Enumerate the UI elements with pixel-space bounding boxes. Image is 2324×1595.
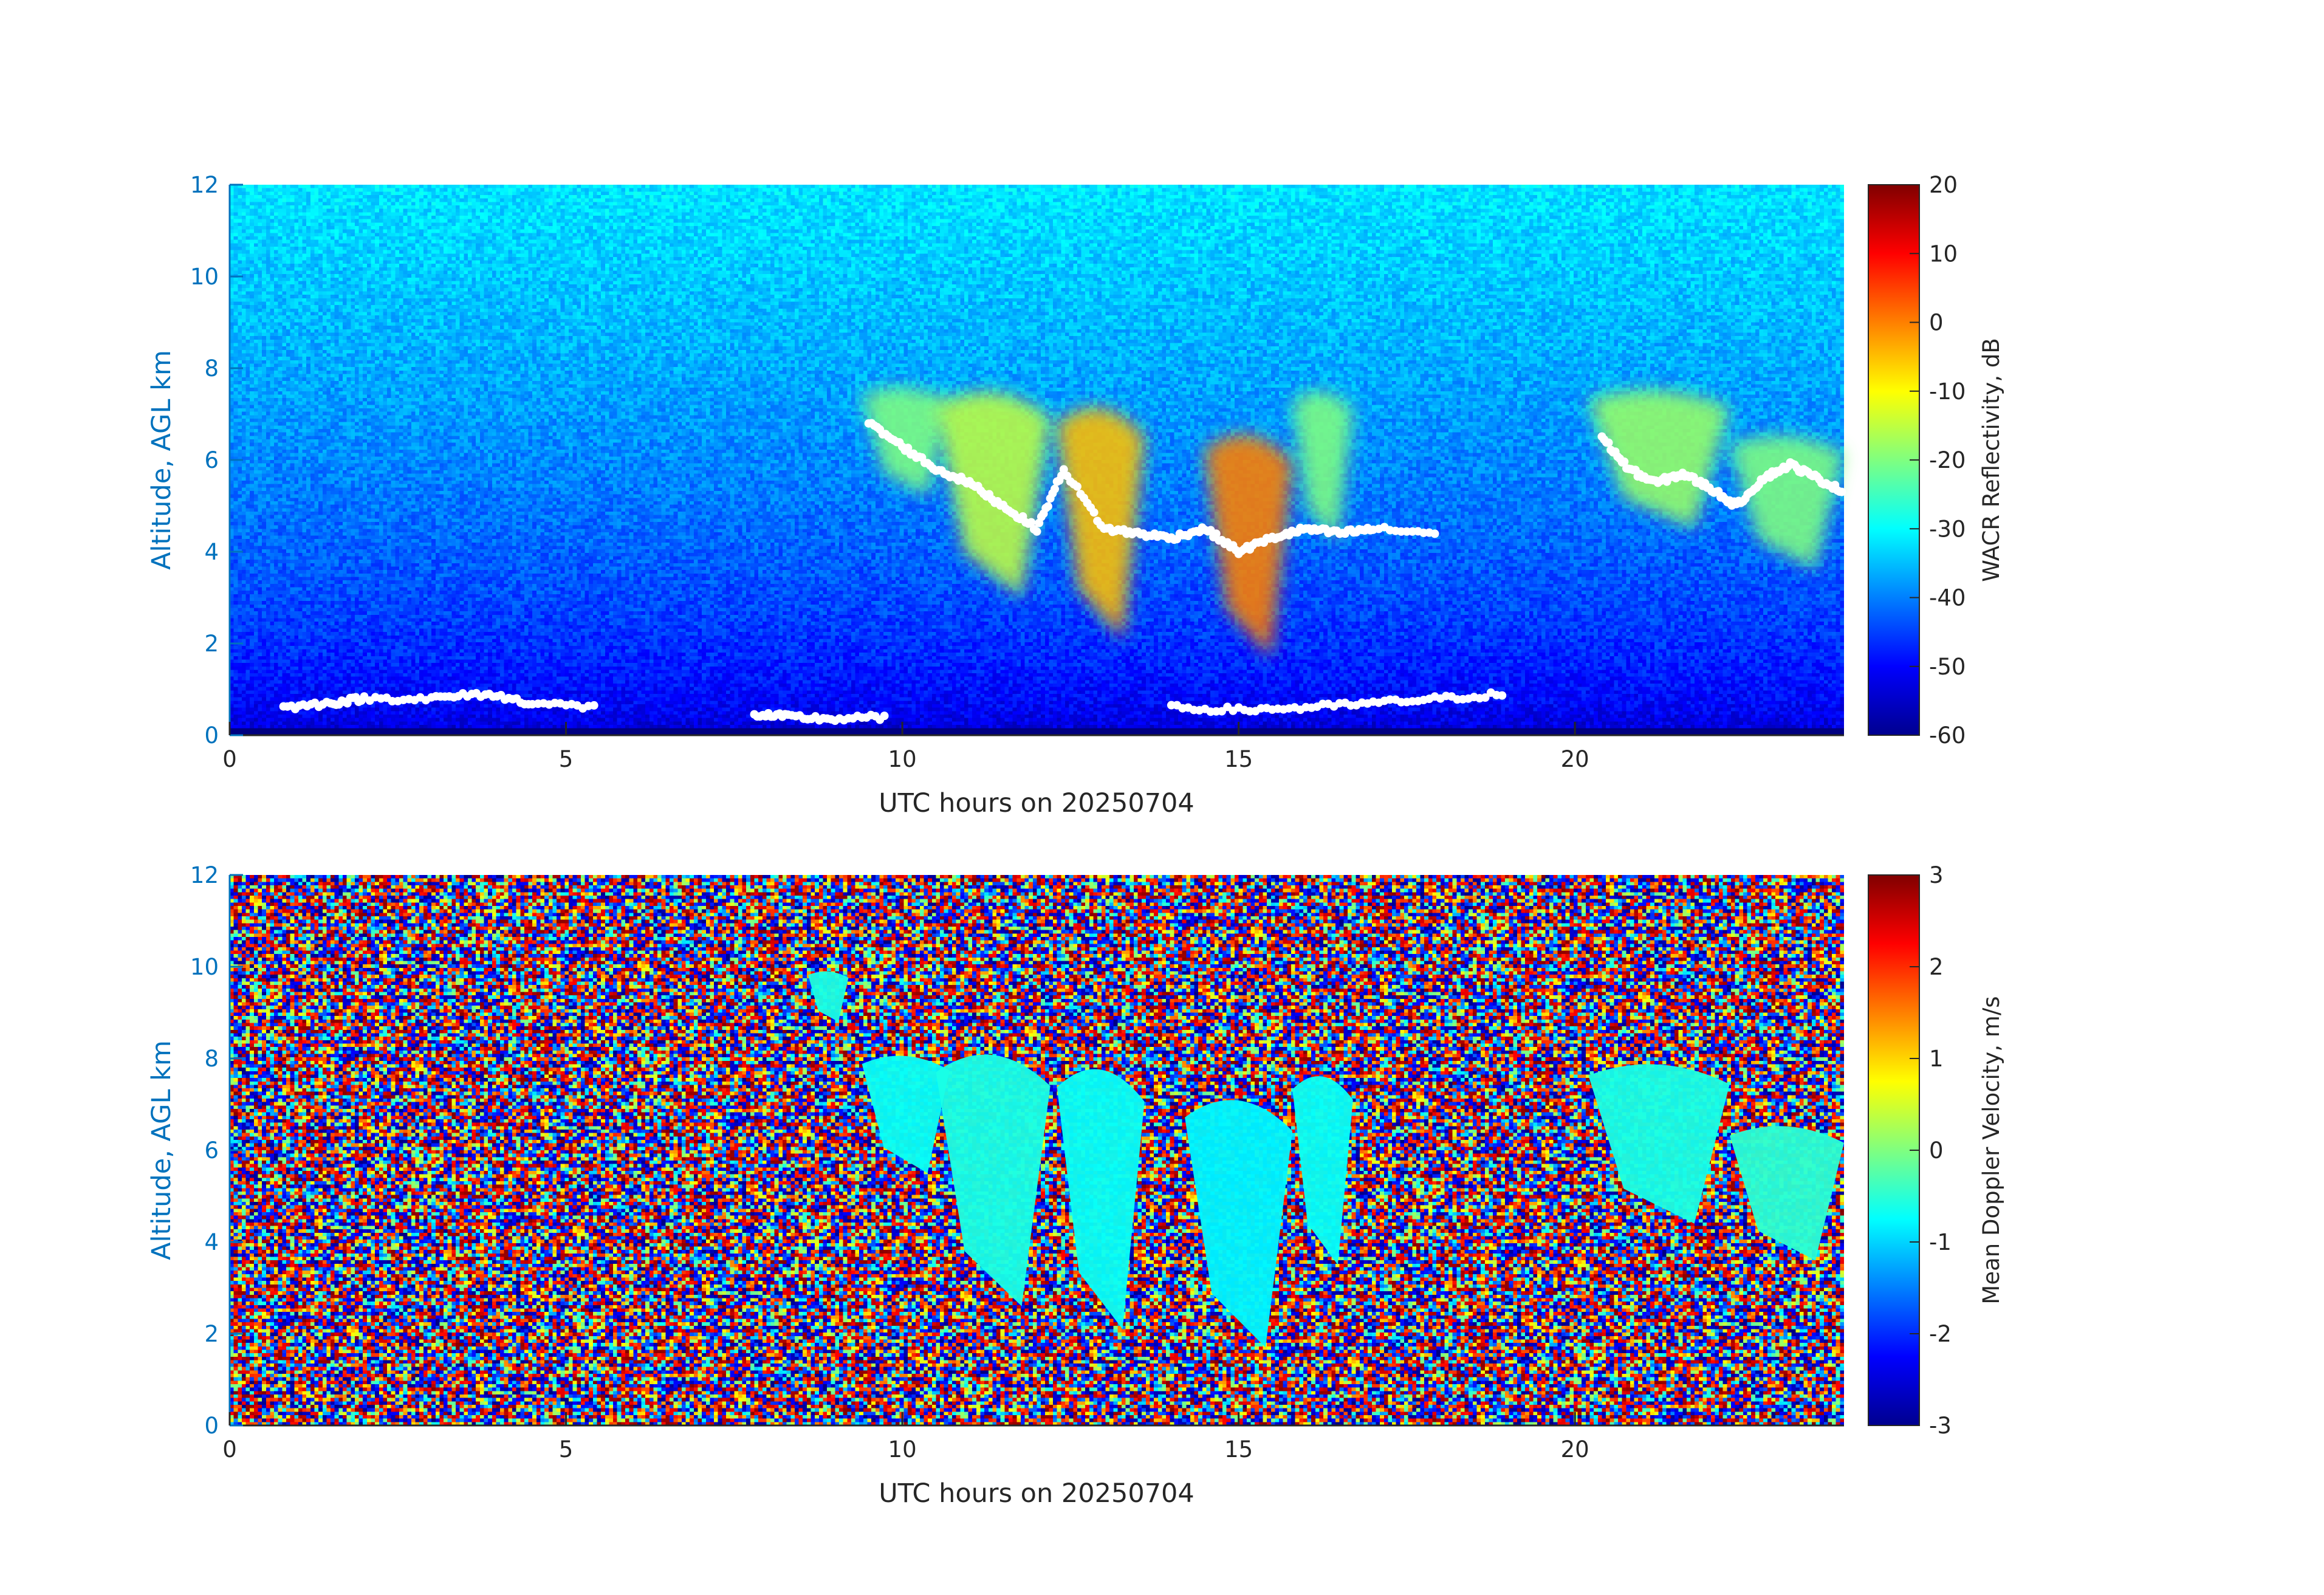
x-tick-label: 15 [1224, 746, 1253, 772]
colorbar-tick-label: -20 [1929, 447, 1966, 473]
x-tick-label: 20 [1561, 746, 1589, 772]
velocity-x-axis-label: UTC hours on 20250704 [879, 1478, 1195, 1509]
y-tick-label: 4 [204, 1229, 219, 1255]
velocity-colorbar-ticks: -3 -2 -1 0 1 2 3 [1910, 862, 1952, 1439]
cloud-base-marker [1027, 518, 1036, 527]
colorbar-tick-label: 20 [1929, 172, 1958, 198]
cloud-base-marker [1212, 529, 1221, 538]
cloud-region [1588, 390, 1730, 529]
cloud-base-marker [1620, 457, 1629, 466]
y-tick-label: 4 [204, 539, 219, 565]
velocity-colorbar-label: Mean Doppler Velocity, m/s [1978, 996, 2004, 1304]
cloud-base-marker [1089, 508, 1099, 517]
x-tick-label: 5 [559, 1436, 574, 1463]
colorbar-tick-label: -30 [1929, 516, 1966, 542]
cloud-region [1057, 1069, 1145, 1329]
y-tick-label: 8 [204, 1046, 219, 1072]
cloud-region [1588, 1064, 1730, 1224]
velocity-y-axis-label: Altitude, AGL km [146, 1040, 177, 1260]
reflectivity-panel: 0 2 4 6 8 10 12 0 5 10 15 20 Altitude, AGL km UTC … [146, 172, 2004, 818]
reflectivity-colorbar: -60 -50 -40 -30 -20 -10 0 10 20 WACR Reflectivit… [1868, 172, 2004, 749]
colorbar-tick-label: -3 [1929, 1413, 1952, 1439]
reflectivity-y-axis-label: Altitude, AGL km [146, 350, 177, 570]
y-tick-label: 12 [190, 172, 219, 198]
cloud-region [1292, 391, 1353, 543]
x-tick-label: 0 [222, 1436, 237, 1463]
y-tick-label: 10 [190, 954, 219, 980]
velocity-colorbar: -3 -2 -1 0 1 2 3 Mean Doppler Velocity, m/s [1868, 862, 2004, 1439]
y-tick-label: 10 [190, 264, 219, 290]
velocity-x-ticks: 0 5 10 15 20 [222, 1412, 1589, 1463]
colorbar-tick-label: -2 [1929, 1321, 1952, 1347]
cloud-base-marker [1837, 487, 1846, 496]
reflectivity-cloud-layer [862, 387, 1844, 657]
reflectivity-x-ticks: 0 5 10 15 20 [222, 722, 1589, 772]
cloud-base-marker [1481, 693, 1490, 702]
velocity-cloud-layer [808, 971, 1844, 1348]
colorbar-tick-label: 0 [1929, 1137, 1944, 1164]
cloud-base-marker [1430, 529, 1439, 538]
cloud-region [862, 1055, 950, 1173]
x-tick-label: 10 [888, 746, 917, 772]
cloud-base-marker-layer [279, 419, 1846, 725]
velocity-y-ticks: 0 2 4 6 8 10 12 [190, 862, 243, 1439]
colorbar-tick-label: -1 [1929, 1229, 1952, 1255]
cloud-region [1729, 436, 1844, 571]
colorbar-tick-label: -50 [1929, 654, 1966, 680]
cloud-base-marker [903, 444, 913, 453]
colorbar-tick-label: -10 [1929, 379, 1966, 405]
y-tick-label: 12 [190, 862, 219, 888]
cloud-region [862, 387, 950, 497]
cloud-base-marker [1051, 484, 1060, 493]
y-tick-label: 2 [204, 631, 219, 657]
cloud-region [936, 1054, 1051, 1306]
cloud-base-marker [1032, 527, 1041, 536]
reflectivity-colorbar-label: WACR Reflectivity, dB [1978, 338, 2004, 582]
x-tick-label: 15 [1224, 1436, 1253, 1463]
cloud-base-marker [1059, 465, 1068, 474]
cloud-base-marker [589, 701, 598, 710]
cloud-base-marker [880, 712, 889, 721]
colorbar-tick-label: 3 [1929, 862, 1944, 888]
cloud-base-marker [1604, 438, 1613, 447]
cloud-base-marker [1072, 482, 1081, 491]
colorbar-tick-label: -40 [1929, 585, 1966, 611]
y-tick-label: 2 [204, 1321, 219, 1347]
x-tick-label: 20 [1561, 1436, 1589, 1463]
y-tick-label: 0 [204, 722, 219, 749]
cloud-region [1185, 1100, 1293, 1348]
reflectivity-x-axis-label: UTC hours on 20250704 [879, 788, 1195, 818]
cloud-region [1729, 1126, 1844, 1261]
y-tick-label: 0 [204, 1413, 219, 1439]
x-tick-label: 0 [222, 746, 237, 772]
colorbar-tick-label: 0 [1929, 310, 1944, 336]
y-tick-label: 6 [204, 447, 219, 473]
y-tick-label: 6 [204, 1137, 219, 1164]
colorbar-tick-label: 1 [1929, 1046, 1944, 1072]
x-tick-label: 10 [888, 1436, 917, 1463]
cloud-base-marker [1498, 691, 1507, 700]
colorbar-tick-label: -60 [1929, 722, 1966, 749]
colorbar-tick-label: 2 [1929, 954, 1944, 980]
cloud-base-marker [1043, 502, 1052, 511]
reflectivity-colorbar-ticks: -60 -50 -40 -30 -20 -10 0 10 20 [1910, 172, 1966, 749]
colorbar-tick-label: 10 [1929, 241, 1958, 267]
y-tick-label: 8 [204, 355, 219, 382]
reflectivity-y-ticks: 0 2 4 6 8 10 12 [190, 172, 243, 749]
x-tick-label: 5 [559, 746, 574, 772]
cloud-region [808, 971, 849, 1022]
cloud-region [1292, 1076, 1353, 1265]
